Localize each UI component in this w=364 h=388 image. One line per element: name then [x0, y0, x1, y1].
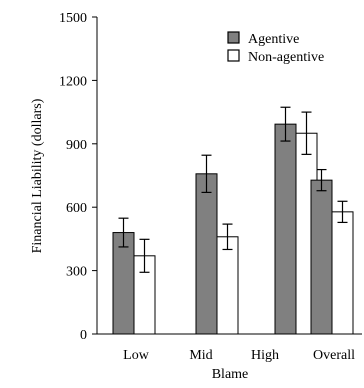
x-tick-label-overall: Overall: [313, 348, 355, 363]
x-axis-title: Blame: [212, 367, 249, 382]
error-bar: [316, 168, 327, 192]
x-tick-label-low: Low: [123, 348, 150, 363]
legend-swatch: [227, 49, 240, 62]
error-bar: [222, 223, 233, 251]
legend-item-agentive: Agentive: [227, 31, 299, 47]
legend-label: Agentive: [248, 32, 299, 47]
legend: Agentive Non-agentive: [227, 31, 324, 65]
x-tick-label-high: High: [251, 348, 279, 363]
bar-agentive-overall: [310, 179, 333, 335]
bar-non-agentive-mid: [216, 236, 239, 335]
error-bars: [118, 106, 348, 273]
y-axis-title: Financial Liability (dollars): [30, 98, 45, 253]
error-bar: [337, 200, 348, 224]
error-bar: [139, 238, 150, 273]
bars: [112, 123, 354, 335]
bar-agentive-low: [112, 232, 135, 335]
legend-item-non-agentive: Non-agentive: [227, 49, 324, 65]
y-tick-label: 900: [66, 138, 87, 153]
error-bar: [280, 106, 291, 142]
x-tick-label-mid: Mid: [189, 348, 212, 363]
x-axis-ticks: Low Mid High Overall: [123, 348, 355, 363]
error-bar: [118, 217, 129, 248]
bar-agentive-mid: [195, 173, 218, 335]
y-axis-ticks: 0 300 600 900 1200 1500: [59, 11, 97, 343]
bar-agentive-high: [274, 123, 297, 335]
bar-non-agentive-overall: [331, 211, 354, 335]
legend-swatch: [227, 31, 240, 44]
y-tick-label: 600: [66, 201, 87, 216]
y-tick-label: 1500: [59, 11, 87, 26]
y-tick-label: 300: [66, 265, 87, 280]
legend-label: Non-agentive: [248, 50, 324, 65]
error-bar: [301, 111, 312, 155]
y-tick-label: 0: [80, 328, 87, 343]
error-bar: [201, 154, 212, 194]
y-tick-label: 1200: [59, 74, 87, 89]
